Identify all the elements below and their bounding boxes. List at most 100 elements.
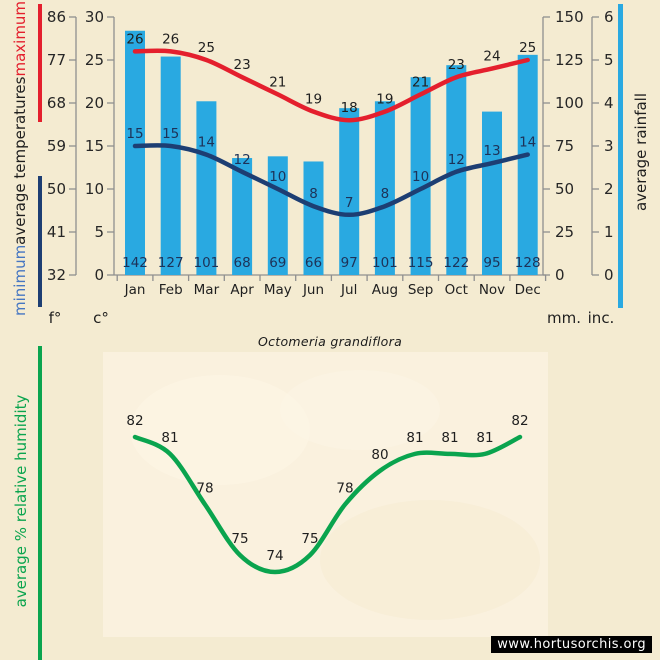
watermark-link[interactable]: www.hortusorchis.org <box>491 636 652 653</box>
maximum-accent-line <box>38 4 42 122</box>
mm-tick: 75 <box>555 137 574 155</box>
rain-bar-Aug <box>374 101 395 275</box>
celsius-unit-label: c° <box>93 309 109 327</box>
mm-tick: 0 <box>555 266 565 284</box>
humidity-axis-label: average % relative humidity <box>12 394 30 608</box>
min-temp-label: 7 <box>345 195 354 211</box>
c-tick: 5 <box>94 223 104 241</box>
mm-tick: 50 <box>555 180 574 198</box>
rain-value-label: 97 <box>341 255 358 271</box>
rain-bar-Dec <box>517 54 538 276</box>
min-temp-label: 8 <box>309 186 318 202</box>
humidity-value-label: 81 <box>476 430 493 446</box>
humidity-value-label: 78 <box>336 481 353 497</box>
month-label: Feb <box>159 282 183 298</box>
species-title: Octomeria grandiflora <box>257 334 403 349</box>
rain-value-label: 101 <box>194 255 220 271</box>
month-label: Jul <box>340 282 357 298</box>
humidity-plot-area <box>103 352 548 637</box>
rainfall-axis-label: average rainfall <box>632 93 650 212</box>
min-temp-label: 8 <box>381 186 390 202</box>
rain-bar-Jan <box>125 30 145 276</box>
rain-value-label: 128 <box>515 255 541 271</box>
c-tick: 25 <box>85 51 104 69</box>
max-temp-label: 26 <box>162 31 179 47</box>
c-tick: 0 <box>94 266 104 284</box>
min-temp-label: 10 <box>412 169 429 185</box>
inch-tick: 4 <box>604 94 614 112</box>
humidity-value-label: 74 <box>266 548 283 564</box>
max-temp-label: 25 <box>198 40 215 56</box>
min-temp-label: 15 <box>126 126 143 142</box>
humidity-curve <box>132 434 523 575</box>
humidity-value-label: 75 <box>231 531 248 547</box>
max-temp-label: 24 <box>483 49 500 65</box>
humidity-labels: 82 81 78 75 74 75 78 80 81 81 81 82 <box>126 413 528 564</box>
rain-value-label: 66 <box>305 255 322 271</box>
month-label: May <box>264 282 292 298</box>
rainfall-bars <box>125 30 538 276</box>
maximum-temperature-curve <box>132 48 530 123</box>
rain-bar-Nov <box>482 111 502 275</box>
humidity-value-label: 82 <box>511 413 528 429</box>
millimeters-unit-label: mm. <box>547 309 581 327</box>
rain-value-label: 68 <box>234 255 251 271</box>
max-temp-label: 19 <box>305 92 322 108</box>
month-label: Aug <box>372 282 398 298</box>
max-temp-label: 26 <box>126 31 143 47</box>
inch-tick: 0 <box>604 266 614 284</box>
rain-value-label: 127 <box>158 255 184 271</box>
rain-bar-Jul <box>339 108 360 275</box>
humidity-value-label: 82 <box>126 413 143 429</box>
f-tick: 41 <box>47 223 66 241</box>
humidity-accent-line <box>38 346 42 660</box>
max-temp-label: 18 <box>341 100 358 116</box>
rain-value-label: 115 <box>408 255 434 271</box>
humidity-value-label: 81 <box>441 430 458 446</box>
mm-tick: 150 <box>555 8 584 26</box>
month-label: Nov <box>479 282 505 298</box>
minimum-accent-line <box>38 176 42 307</box>
month-label: Dec <box>515 282 541 298</box>
rainfall-accent-line <box>618 4 623 308</box>
f-tick: 59 <box>47 137 66 155</box>
rain-value-label: 69 <box>269 255 286 271</box>
average-temperatures-label: average temperatures <box>11 76 29 245</box>
fahrenheit-unit-label: f° <box>48 309 62 327</box>
minimum-temperature-curve <box>132 143 530 218</box>
humidity-value-label: 80 <box>371 447 388 463</box>
mm-tick: 25 <box>555 223 574 241</box>
month-label: Mar <box>194 282 220 298</box>
min-temp-label: 14 <box>519 135 536 151</box>
c-tick: 15 <box>85 137 104 155</box>
f-tick: 32 <box>47 266 66 284</box>
f-tick: 77 <box>47 51 66 69</box>
rain-bar-Feb <box>160 56 181 276</box>
c-tick: 10 <box>85 180 104 198</box>
c-tick: 20 <box>85 94 104 112</box>
min-temp-label: 14 <box>198 135 215 151</box>
minimum-label: minimum <box>11 244 29 316</box>
max-temp-label: 25 <box>519 40 536 56</box>
inch-tick: 1 <box>604 223 614 241</box>
axis-tick-labels: 8677685950413230252015105015012510075502… <box>47 8 614 284</box>
inch-tick: 3 <box>604 137 614 155</box>
inches-unit-label: inc. <box>587 309 615 327</box>
f-tick: 86 <box>47 8 66 26</box>
inch-tick: 2 <box>604 180 614 198</box>
month-label: Apr <box>230 282 254 298</box>
rain-value-label: 122 <box>443 255 469 271</box>
rain-bar-Mar <box>196 101 217 275</box>
humidity-value-label: 81 <box>161 430 178 446</box>
max-temp-label: 19 <box>376 92 393 108</box>
month-label: Jun <box>302 282 324 298</box>
min-temp-label: 10 <box>269 169 286 185</box>
f-tick: 68 <box>47 94 66 112</box>
rain-bar-Apr <box>232 158 253 275</box>
axis-accent-lines <box>38 4 623 660</box>
month-label: Oct <box>445 282 468 298</box>
max-temp-label: 21 <box>269 74 286 90</box>
max-temp-label: 23 <box>448 57 465 73</box>
